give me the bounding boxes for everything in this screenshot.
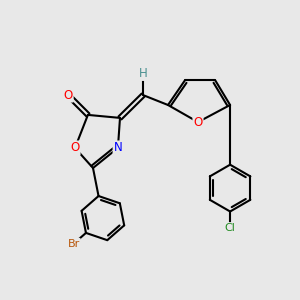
Text: N: N — [113, 141, 122, 154]
Text: O: O — [70, 141, 80, 154]
Text: O: O — [194, 116, 202, 129]
Text: O: O — [64, 88, 73, 102]
Text: Br: Br — [68, 239, 80, 249]
Text: Cl: Cl — [225, 223, 236, 233]
Text: H: H — [139, 67, 148, 80]
